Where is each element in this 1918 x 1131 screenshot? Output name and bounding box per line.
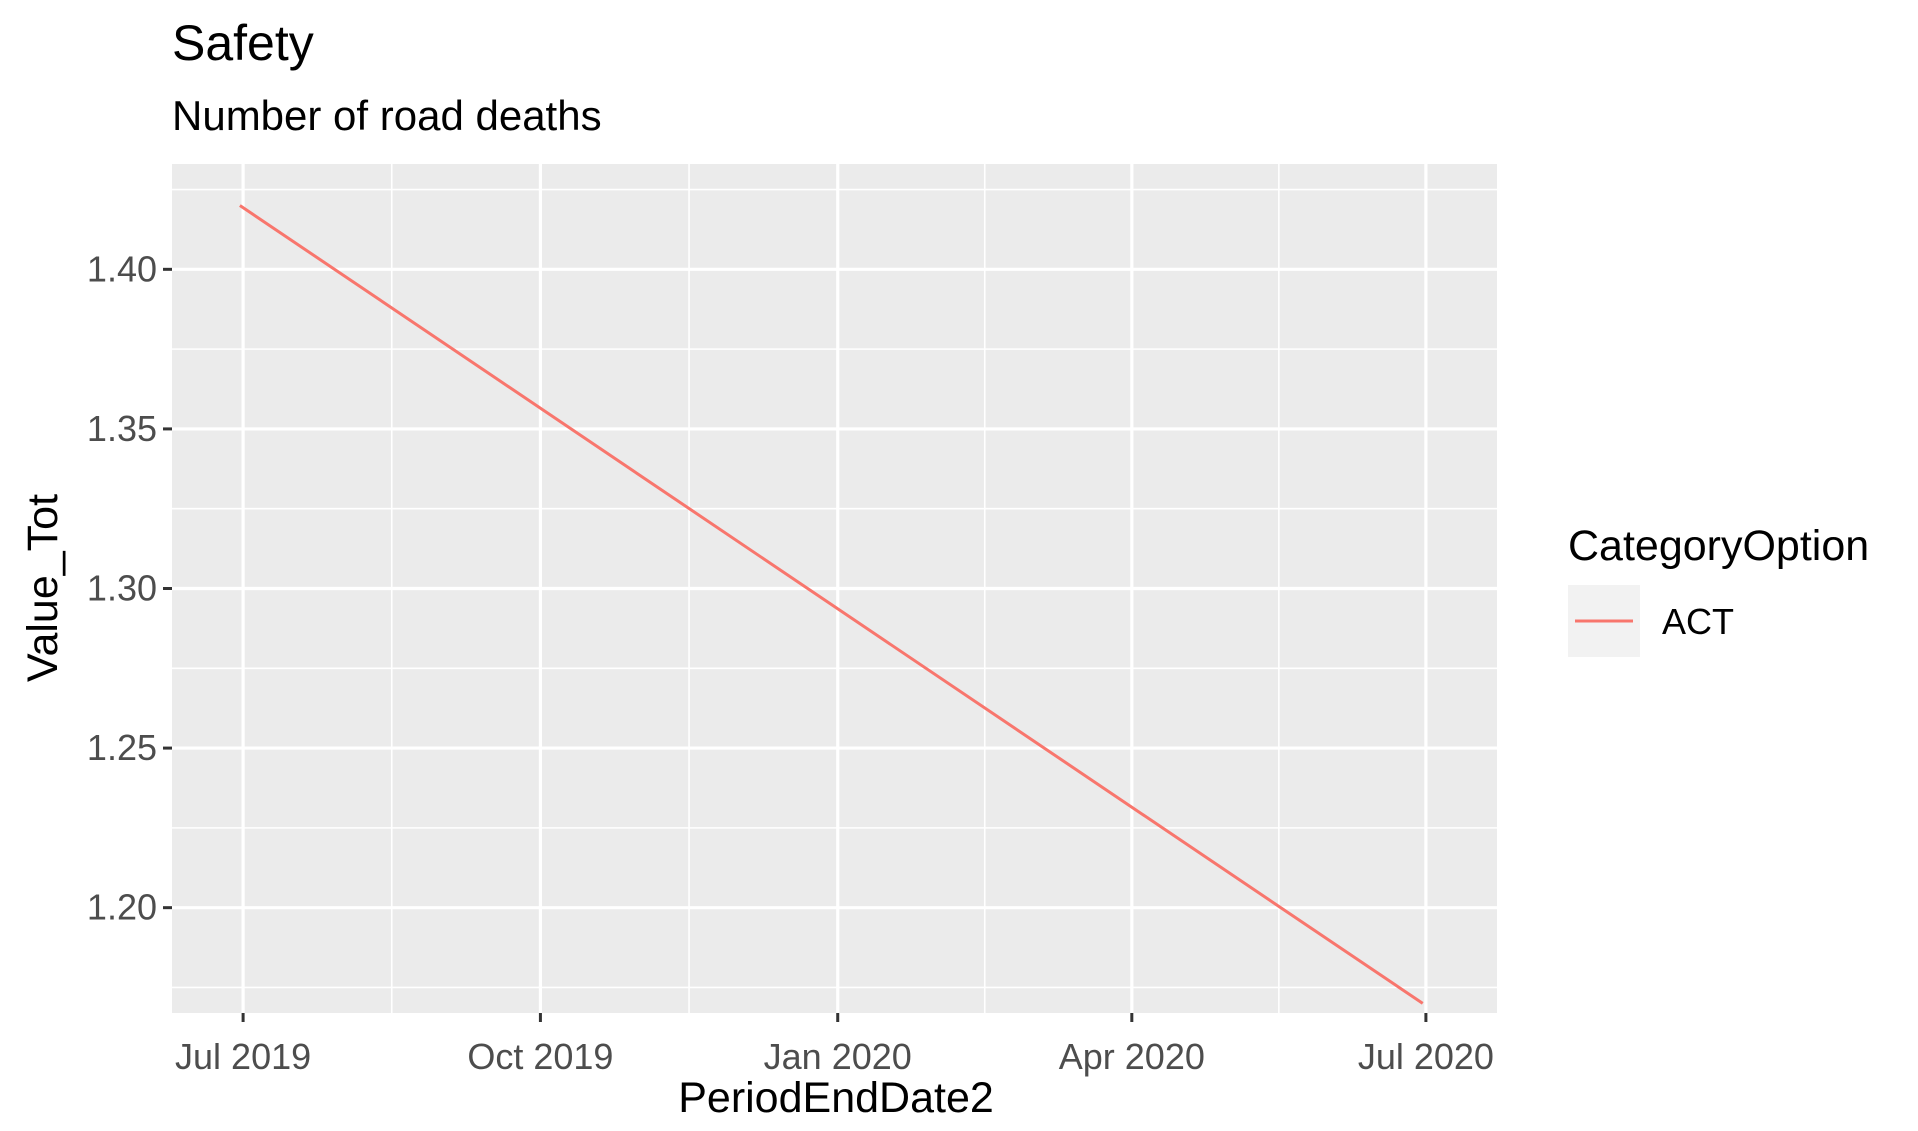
x-tick-label: Jul 2020 — [1358, 1036, 1494, 1077]
y-tick-label: 1.25 — [87, 727, 157, 768]
series-lines — [239, 204, 1424, 1005]
x-tick-label: Jan 2020 — [764, 1036, 912, 1077]
x-axis: Jul 2019 Oct 2019 Jan 2020 Apr 2020 Jul 2020 — [175, 1013, 1494, 1077]
major-gridlines — [172, 164, 1497, 1013]
legend-label-act: ACT — [1662, 601, 1734, 642]
x-tick-label: Apr 2020 — [1059, 1036, 1205, 1077]
chart-subtitle: Number of road deaths — [172, 92, 602, 139]
series-line-act — [239, 204, 1424, 1005]
y-axis: 1.20 1.25 1.30 1.35 1.40 — [87, 248, 172, 928]
x-tick-label: Oct 2019 — [467, 1036, 613, 1077]
y-tick-label: 1.20 — [87, 887, 157, 928]
x-axis-title: PeriodEndDate2 — [678, 1074, 994, 1122]
legend: CategoryOption ACT — [1568, 522, 1869, 657]
y-tick-label: 1.35 — [87, 408, 157, 449]
y-tick-label: 1.30 — [87, 568, 157, 609]
legend-title: CategoryOption — [1568, 522, 1869, 570]
y-axis-title: Value_Tot — [19, 494, 67, 682]
y-tick-label: 1.40 — [87, 248, 157, 289]
x-tick-label: Jul 2019 — [175, 1036, 311, 1077]
chart-title: Safety — [172, 15, 314, 71]
